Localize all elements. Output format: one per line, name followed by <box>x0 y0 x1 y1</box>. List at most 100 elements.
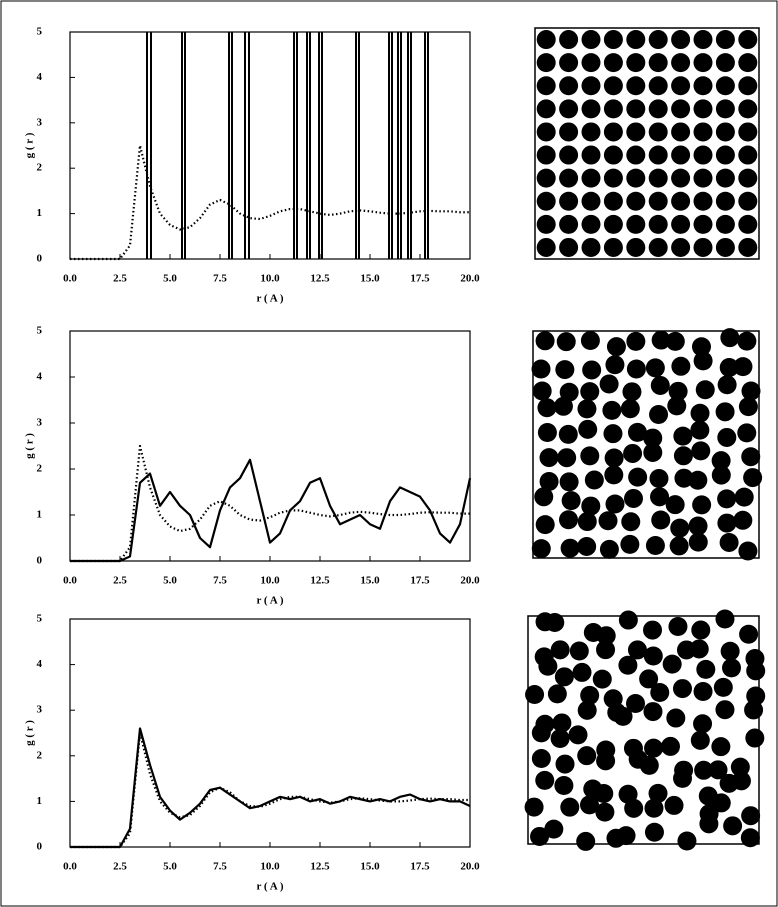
particle <box>643 620 663 640</box>
particle <box>581 30 601 50</box>
particle <box>645 535 665 555</box>
y-tick-label: 1 <box>37 207 43 219</box>
particle <box>671 30 691 50</box>
particle <box>741 381 761 401</box>
particle <box>530 826 550 846</box>
particle <box>738 99 758 119</box>
particle <box>620 399 640 419</box>
particle <box>693 714 713 734</box>
particle <box>717 375 737 395</box>
particle <box>559 214 579 234</box>
particle <box>626 168 646 188</box>
x-tick-label: 15.0 <box>360 273 380 285</box>
particle <box>568 725 588 745</box>
particle <box>536 99 556 119</box>
y-axis-label: g ( r ) <box>24 132 36 158</box>
particle <box>688 516 708 536</box>
particle <box>628 467 648 487</box>
particle <box>650 375 670 395</box>
particle <box>576 831 596 851</box>
particle <box>664 795 684 815</box>
particle <box>544 819 564 839</box>
particle <box>581 122 601 142</box>
particle <box>673 426 693 446</box>
particle <box>671 99 691 119</box>
particle <box>717 513 737 533</box>
particle <box>560 538 580 558</box>
particle <box>626 30 646 50</box>
particle <box>722 658 742 678</box>
particle <box>536 53 556 73</box>
particle <box>558 424 578 444</box>
y-tick-label: 5 <box>37 613 43 625</box>
y-tick-label: 3 <box>37 704 43 716</box>
particle <box>746 686 766 706</box>
x-tick-label: 7.5 <box>213 273 227 285</box>
y-tick-label: 2 <box>37 162 43 174</box>
particle <box>536 145 556 165</box>
particle <box>733 510 753 530</box>
particle <box>603 168 623 188</box>
particle <box>626 359 646 379</box>
solid-line <box>70 458 472 563</box>
particle <box>626 237 646 257</box>
y-tick-label: 4 <box>37 371 43 383</box>
particle <box>699 814 719 834</box>
particle <box>559 510 579 530</box>
particle <box>691 620 711 640</box>
particle <box>693 30 713 50</box>
particle <box>626 76 646 96</box>
particle <box>577 746 597 766</box>
x-tick-label: 5.0 <box>163 861 177 873</box>
particle <box>668 381 688 401</box>
particle <box>620 534 640 554</box>
particle <box>671 122 691 142</box>
particle <box>737 423 757 443</box>
x-tick-label: 20.0 <box>460 575 480 587</box>
y-tick-label: 0 <box>37 555 43 567</box>
y-tick-label: 4 <box>37 71 43 83</box>
particle <box>603 145 623 165</box>
particle <box>665 495 685 515</box>
particle <box>627 640 647 660</box>
particle <box>648 191 668 211</box>
particle <box>662 654 682 674</box>
particle <box>738 168 758 188</box>
particle <box>547 684 567 704</box>
particle <box>719 358 739 378</box>
particle <box>639 669 659 689</box>
particle <box>650 683 670 703</box>
x-tick-label: 10.0 <box>260 575 280 587</box>
particle <box>715 99 735 119</box>
particle <box>693 53 713 73</box>
particle <box>738 541 758 561</box>
particle <box>624 798 644 818</box>
particle <box>581 237 601 257</box>
particle <box>536 191 556 211</box>
particle <box>626 191 646 211</box>
particle <box>713 677 733 697</box>
particle <box>592 669 612 689</box>
particle <box>665 331 685 351</box>
particle <box>581 496 601 516</box>
particle <box>738 122 758 142</box>
particle <box>605 494 625 514</box>
particle <box>717 489 737 509</box>
particle <box>577 399 597 419</box>
x-tick-label: 17.5 <box>410 273 430 285</box>
particle <box>580 685 600 705</box>
y-tick-label: 0 <box>37 253 43 265</box>
particle <box>559 472 579 492</box>
particle <box>668 617 688 637</box>
x-tick-label: 15.0 <box>360 575 380 587</box>
particle <box>731 771 751 791</box>
particle <box>603 237 623 257</box>
particle <box>626 53 646 73</box>
x-tick-label: 5.0 <box>163 273 177 285</box>
particle <box>745 728 765 748</box>
particle <box>580 382 600 402</box>
x-tick-label: 15.0 <box>360 861 380 873</box>
particle <box>648 168 668 188</box>
x-tick-label: 7.5 <box>213 575 227 587</box>
